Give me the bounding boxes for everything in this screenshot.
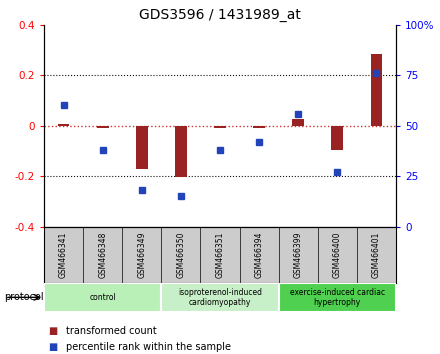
Bar [370, 54, 382, 126]
Text: GSM466349: GSM466349 [137, 232, 146, 278]
Text: protocol: protocol [4, 292, 44, 302]
Text: GSM466350: GSM466350 [176, 232, 185, 278]
Text: GSM466348: GSM466348 [98, 232, 107, 278]
Text: percentile rank within the sample: percentile rank within the sample [66, 342, 231, 352]
Text: GSM466400: GSM466400 [333, 232, 342, 278]
Text: isoproterenol-induced
cardiomyopathy: isoproterenol-induced cardiomyopathy [178, 288, 262, 307]
Text: ■: ■ [48, 326, 58, 336]
Text: GSM466399: GSM466399 [294, 232, 303, 278]
Text: GSM466394: GSM466394 [255, 232, 264, 278]
Bar [279, 283, 396, 312]
Title: GDS3596 / 1431989_at: GDS3596 / 1431989_at [139, 8, 301, 22]
Text: control: control [89, 293, 116, 302]
Text: exercise-induced cardiac
hypertrophy: exercise-induced cardiac hypertrophy [290, 288, 385, 307]
Bar [214, 126, 226, 128]
Bar [331, 126, 343, 150]
Text: ■: ■ [48, 342, 58, 352]
Bar [136, 126, 148, 169]
Bar [253, 126, 265, 128]
Bar [58, 124, 70, 126]
Text: GSM466351: GSM466351 [216, 232, 224, 278]
Bar [292, 119, 304, 126]
Bar [175, 126, 187, 177]
Bar [161, 283, 279, 312]
Text: transformed count: transformed count [66, 326, 157, 336]
Text: GSM466341: GSM466341 [59, 232, 68, 278]
Bar [44, 283, 161, 312]
Bar [97, 126, 109, 128]
Text: GSM466401: GSM466401 [372, 232, 381, 278]
